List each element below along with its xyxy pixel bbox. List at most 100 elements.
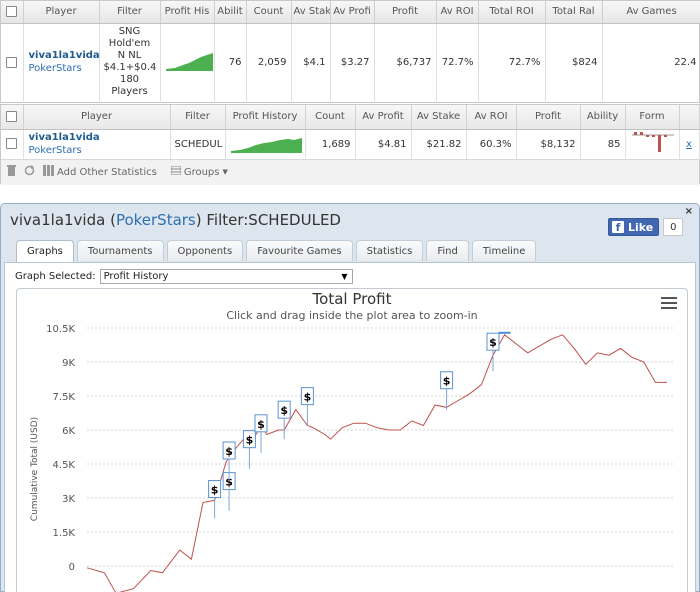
column-header-av-roi[interactable]: Av ROI bbox=[466, 105, 517, 130]
dollar-flag-icon bbox=[208, 480, 222, 499]
tab-timeline[interactable]: Timeline bbox=[471, 240, 537, 261]
column-header-av-games[interactable]: Av Games bbox=[602, 1, 700, 24]
dollar-flag-icon bbox=[242, 430, 256, 449]
facebook-icon: f bbox=[612, 221, 624, 234]
column-header-count[interactable]: Count bbox=[305, 105, 356, 130]
groups-button[interactable]: Groups ▼ bbox=[170, 165, 228, 178]
tab-statistics[interactable]: Statistics bbox=[355, 240, 424, 261]
column-header-form[interactable]: Form bbox=[625, 105, 680, 130]
row-checkbox[interactable] bbox=[1, 129, 24, 160]
player-name-link[interactable]: viva1la1vida bbox=[28, 50, 99, 62]
column-header-av-profit[interactable]: Av Profit bbox=[355, 105, 412, 130]
add-columns-icon bbox=[43, 165, 54, 179]
av-profit-cell: $3.27 bbox=[330, 23, 375, 101]
add-statistics-label: Add Other Statistics bbox=[57, 166, 157, 178]
dialog-title-filter: ) Filter:SCHEDULED bbox=[195, 211, 341, 229]
dollar-flag-icon bbox=[222, 441, 236, 460]
filter-cell: SCHEDUL bbox=[170, 129, 226, 160]
table-header-row: Player Filter Profit History Count Av Pr… bbox=[1, 105, 700, 130]
player-site-link[interactable]: PokerStars bbox=[28, 63, 82, 75]
player-detail-dialog: viva1la1vida (PokerStars) Filter:SCHEDUL… bbox=[0, 203, 700, 592]
profit-chart[interactable]: Total Profit Click and drag inside the p… bbox=[16, 288, 688, 592]
tab-favourite-games[interactable]: Favourite Games bbox=[246, 240, 353, 261]
filter-line: Players bbox=[111, 86, 148, 98]
dollar-flag-label: $ bbox=[225, 445, 233, 458]
form-bars-graphic bbox=[631, 131, 674, 152]
dialog-title: viva1la1vida (PokerStars) Filter:SCHEDUL… bbox=[10, 211, 341, 229]
close-icon[interactable]: × bbox=[684, 206, 693, 217]
column-header-ability[interactable]: Ability bbox=[580, 105, 626, 130]
y-tick-label: 7.5K bbox=[53, 392, 76, 403]
column-header-av-profit[interactable]: Av Profi bbox=[330, 1, 375, 24]
refresh-icon[interactable] bbox=[24, 165, 35, 179]
filter-cell: SNG Hold'em N NL $4.1+$0.4 180 Players bbox=[99, 23, 161, 101]
column-header-av-stake[interactable]: Av Stak bbox=[291, 1, 331, 24]
select-all-checkbox[interactable] bbox=[1, 1, 24, 24]
column-header-count[interactable]: Count bbox=[246, 1, 292, 24]
select-all-checkbox[interactable] bbox=[1, 105, 24, 130]
column-header-profit-history[interactable]: Profit History bbox=[225, 105, 306, 130]
sparkline-graphic bbox=[165, 52, 213, 71]
column-header-total-roi[interactable]: Total ROI bbox=[478, 1, 546, 24]
dollar-flag-label: $ bbox=[225, 476, 233, 489]
column-header-profit[interactable]: Profit bbox=[516, 105, 581, 130]
column-header-total-rake[interactable]: Total Ral bbox=[545, 1, 603, 24]
chart-plot-area[interactable]: 10.5K 9K 7.5K 6K 4.5K 3K 1.5K 0 Cumulative Total… bbox=[17, 289, 689, 592]
column-header-player[interactable]: Player bbox=[23, 1, 100, 24]
profit-history-sparkline[interactable] bbox=[225, 129, 306, 160]
column-header-profit[interactable]: Profit bbox=[374, 1, 437, 24]
facebook-like-button[interactable]: f Like bbox=[608, 218, 660, 236]
ability-cell: 76 bbox=[214, 23, 247, 101]
dollar-flag-icon bbox=[440, 371, 454, 390]
filter-line: 180 bbox=[119, 74, 140, 86]
dialog-title-player: viva1la1vida ( bbox=[10, 211, 116, 229]
tab-find[interactable]: Find bbox=[426, 240, 469, 261]
column-header-filter[interactable]: Filter bbox=[170, 105, 226, 130]
graph-select-dropdown[interactable]: Profit History ▼ bbox=[99, 269, 353, 284]
filter-line: N NL bbox=[117, 50, 142, 62]
table-row: viva1la1vida PokerStars SNG Hold'em N NL… bbox=[1, 23, 700, 101]
table-toolbar: Add Other Statistics Groups ▼ bbox=[1, 159, 699, 185]
column-header-ability[interactable]: Abilit bbox=[214, 1, 247, 24]
stats-table-summary: Player Filter Profit His Abilit Count Av… bbox=[0, 0, 700, 103]
dollar-flag-icon bbox=[277, 400, 291, 419]
tab-opponents[interactable]: Opponents bbox=[166, 240, 244, 261]
remove-row-link[interactable]: x bbox=[679, 129, 700, 160]
graph-selected-label: Graph Selected: bbox=[15, 271, 96, 282]
column-header-profit-history[interactable]: Profit His bbox=[160, 1, 215, 24]
groups-icon bbox=[170, 165, 182, 178]
column-header-av-stake[interactable]: Av Stake bbox=[411, 105, 467, 130]
ability-cell: 85 bbox=[580, 129, 626, 160]
dollar-flag-icon bbox=[300, 387, 314, 406]
y-tick-label: 3K bbox=[62, 494, 75, 505]
stats-table-scheduled: Player Filter Profit History Count Av Pr… bbox=[0, 104, 700, 185]
y-tick-label: 0 bbox=[69, 562, 75, 573]
count-cell: 2,059 bbox=[246, 23, 292, 101]
column-header-player[interactable]: Player bbox=[23, 105, 171, 130]
column-header-av-roi[interactable]: Av ROI bbox=[436, 1, 479, 24]
tab-graphs[interactable]: Graphs bbox=[16, 240, 74, 262]
trash-icon[interactable] bbox=[7, 165, 16, 179]
column-header-filter[interactable]: Filter bbox=[99, 1, 161, 24]
form-chart bbox=[625, 129, 680, 160]
dialog-tabs: Graphs Tournaments Opponents Favourite G… bbox=[16, 240, 537, 262]
dollar-flag-label: $ bbox=[246, 434, 254, 447]
groups-label: Groups bbox=[183, 166, 220, 178]
series-line bbox=[86, 334, 667, 592]
add-statistics-button[interactable]: Add Other Statistics bbox=[43, 165, 157, 179]
player-cell: viva1la1vida PokerStars bbox=[23, 23, 100, 101]
chart-menu-icon[interactable] bbox=[661, 297, 677, 312]
av-roi-cell: 72.7% bbox=[436, 23, 479, 101]
profit-history-sparkline[interactable] bbox=[160, 23, 215, 101]
player-cell: viva1la1vida PokerStars bbox=[23, 129, 171, 160]
filter-line: SNG bbox=[118, 26, 141, 38]
total-rake-cell: $824 bbox=[545, 23, 603, 101]
dollar-flag-label: $ bbox=[304, 391, 312, 404]
player-name-link[interactable]: viva1la1vida bbox=[28, 132, 100, 143]
row-checkbox[interactable] bbox=[1, 23, 24, 101]
dollar-flag-icon bbox=[254, 414, 268, 433]
player-site-link[interactable]: PokerStars bbox=[28, 145, 82, 156]
av-stake-cell: $4.1 bbox=[291, 23, 331, 101]
tab-tournaments[interactable]: Tournaments bbox=[76, 240, 164, 261]
av-profit-cell: $4.81 bbox=[355, 129, 412, 160]
